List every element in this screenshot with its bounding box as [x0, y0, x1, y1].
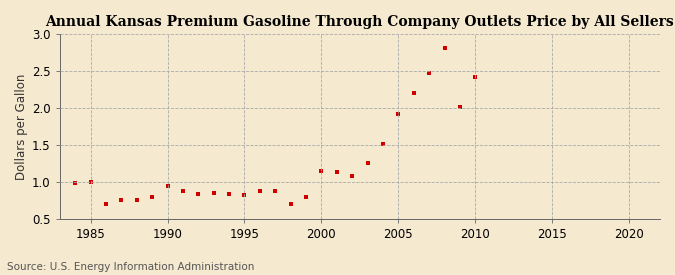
- Y-axis label: Dollars per Gallon: Dollars per Gallon: [15, 73, 28, 180]
- Title: Annual Kansas Premium Gasoline Through Company Outlets Price by All Sellers: Annual Kansas Premium Gasoline Through C…: [45, 15, 674, 29]
- Text: Source: U.S. Energy Information Administration: Source: U.S. Energy Information Administ…: [7, 262, 254, 272]
